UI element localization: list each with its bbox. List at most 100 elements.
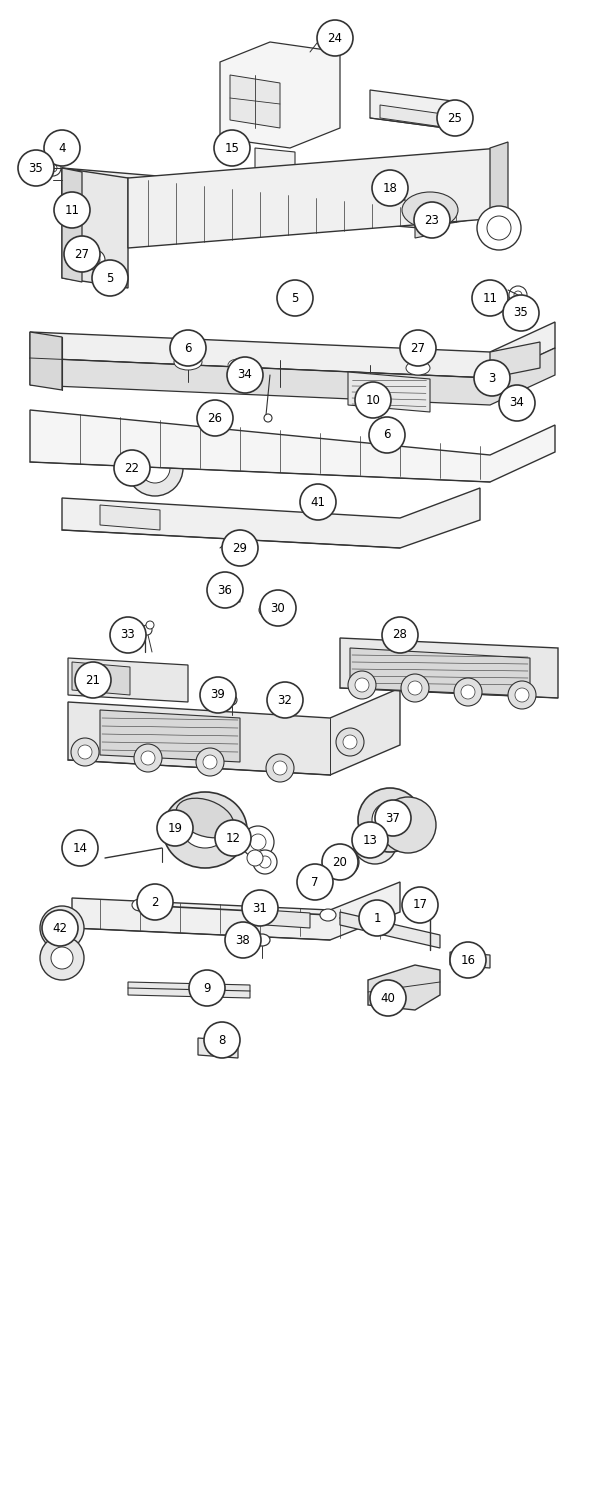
Ellipse shape <box>140 452 170 484</box>
Ellipse shape <box>85 249 105 270</box>
Ellipse shape <box>331 848 359 876</box>
Text: 28: 28 <box>392 629 407 642</box>
Ellipse shape <box>208 1041 228 1056</box>
Ellipse shape <box>266 754 294 782</box>
Polygon shape <box>68 658 188 702</box>
Circle shape <box>297 864 333 900</box>
Text: 1: 1 <box>373 912 381 924</box>
Ellipse shape <box>477 206 521 249</box>
Ellipse shape <box>264 414 272 423</box>
Polygon shape <box>62 169 82 282</box>
Circle shape <box>260 590 296 626</box>
Ellipse shape <box>308 872 328 891</box>
Ellipse shape <box>49 164 57 172</box>
Ellipse shape <box>348 670 376 699</box>
Ellipse shape <box>406 361 430 375</box>
Circle shape <box>242 890 278 926</box>
Ellipse shape <box>355 678 369 691</box>
Text: 5: 5 <box>106 272 114 285</box>
Polygon shape <box>62 169 500 228</box>
Ellipse shape <box>509 287 527 305</box>
Circle shape <box>277 281 313 317</box>
Text: 15: 15 <box>225 142 240 154</box>
Ellipse shape <box>51 947 73 969</box>
Circle shape <box>322 844 358 879</box>
Ellipse shape <box>508 681 536 709</box>
Polygon shape <box>30 331 62 390</box>
Circle shape <box>359 900 395 936</box>
Text: 16: 16 <box>461 954 476 966</box>
Ellipse shape <box>90 255 100 264</box>
Ellipse shape <box>401 673 429 702</box>
Ellipse shape <box>127 440 183 496</box>
Text: 9: 9 <box>203 981 211 994</box>
Text: 27: 27 <box>74 248 89 260</box>
Circle shape <box>189 970 225 1006</box>
Text: 21: 21 <box>86 673 101 687</box>
Ellipse shape <box>242 826 274 858</box>
Circle shape <box>64 236 100 272</box>
Text: 13: 13 <box>362 833 377 847</box>
Ellipse shape <box>336 729 364 755</box>
Circle shape <box>402 887 438 923</box>
Circle shape <box>414 202 450 237</box>
Text: 33: 33 <box>120 629 135 642</box>
Circle shape <box>267 682 303 718</box>
Text: 34: 34 <box>238 369 252 382</box>
Polygon shape <box>230 75 280 128</box>
Ellipse shape <box>78 745 92 758</box>
Ellipse shape <box>461 685 475 699</box>
Ellipse shape <box>259 855 271 867</box>
Polygon shape <box>100 505 160 530</box>
Ellipse shape <box>142 626 152 635</box>
Text: 41: 41 <box>310 496 325 509</box>
Polygon shape <box>340 912 440 948</box>
Ellipse shape <box>458 951 482 969</box>
Circle shape <box>75 661 111 699</box>
Polygon shape <box>415 212 445 237</box>
Ellipse shape <box>274 611 282 618</box>
Text: 6: 6 <box>383 428 391 442</box>
Text: 39: 39 <box>211 688 225 702</box>
Circle shape <box>450 942 486 978</box>
Circle shape <box>400 330 436 366</box>
Ellipse shape <box>454 678 482 706</box>
Ellipse shape <box>40 906 84 950</box>
Ellipse shape <box>313 876 323 887</box>
Ellipse shape <box>176 799 234 838</box>
Circle shape <box>474 360 510 396</box>
Polygon shape <box>348 372 430 412</box>
Text: 29: 29 <box>232 542 247 554</box>
Text: 2: 2 <box>152 896 159 909</box>
Text: 27: 27 <box>410 342 425 354</box>
Circle shape <box>207 572 243 608</box>
Ellipse shape <box>250 835 266 850</box>
Ellipse shape <box>320 909 336 921</box>
Text: 5: 5 <box>291 291 299 305</box>
Ellipse shape <box>141 751 155 764</box>
Text: 42: 42 <box>53 921 68 935</box>
Ellipse shape <box>132 899 148 911</box>
Ellipse shape <box>343 735 357 749</box>
Text: 24: 24 <box>328 31 343 45</box>
Ellipse shape <box>363 830 387 854</box>
Polygon shape <box>62 488 480 548</box>
Circle shape <box>227 357 263 393</box>
Ellipse shape <box>259 605 271 617</box>
Text: 7: 7 <box>311 875 319 888</box>
Polygon shape <box>62 169 128 288</box>
Polygon shape <box>350 648 530 696</box>
Ellipse shape <box>183 812 227 848</box>
Ellipse shape <box>353 820 397 864</box>
Polygon shape <box>255 148 295 172</box>
Polygon shape <box>198 1038 238 1059</box>
Ellipse shape <box>51 917 73 939</box>
Text: 19: 19 <box>168 821 183 835</box>
Circle shape <box>110 617 146 652</box>
Circle shape <box>375 800 411 836</box>
Polygon shape <box>30 348 555 405</box>
Text: 32: 32 <box>277 694 292 706</box>
Circle shape <box>157 811 193 847</box>
Polygon shape <box>218 588 240 602</box>
Ellipse shape <box>247 850 263 866</box>
